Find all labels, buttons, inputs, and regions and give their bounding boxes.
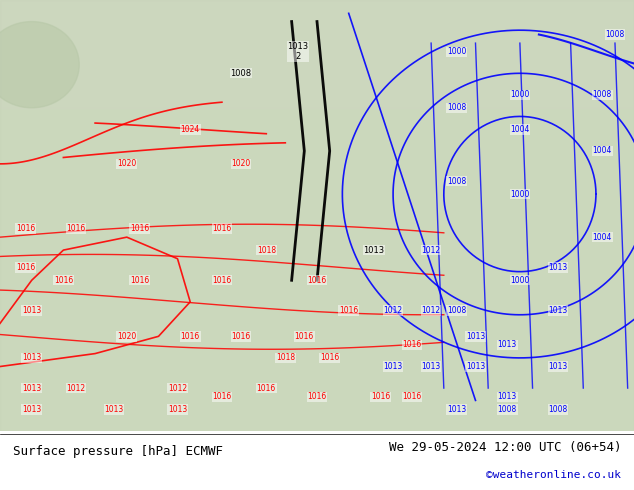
Text: 1016: 1016	[16, 224, 35, 233]
Text: 1004: 1004	[593, 147, 612, 155]
Text: 1013: 1013	[498, 392, 517, 401]
Text: 1013: 1013	[548, 306, 567, 315]
Text: 1004: 1004	[593, 233, 612, 242]
Text: We 29-05-2024 12:00 UTC (06+54): We 29-05-2024 12:00 UTC (06+54)	[389, 441, 621, 454]
Text: 1013: 1013	[466, 362, 485, 371]
Bar	[0, 0, 634, 108]
Text: 1008: 1008	[498, 405, 517, 414]
Text: 1012: 1012	[422, 245, 441, 255]
Text: 1016: 1016	[371, 392, 390, 401]
Text: 1020: 1020	[117, 332, 136, 341]
Text: 1013: 1013	[548, 362, 567, 371]
Text: 1016: 1016	[231, 332, 250, 341]
Text: 1013: 1013	[22, 405, 41, 414]
Text: 1008: 1008	[447, 103, 466, 112]
Text: 1013
2: 1013 2	[287, 42, 309, 61]
Text: 1016: 1016	[212, 276, 231, 285]
Text: 1008: 1008	[230, 69, 252, 78]
Text: 1008: 1008	[548, 405, 567, 414]
Text: 1000: 1000	[510, 190, 529, 198]
Text: 1020: 1020	[231, 159, 250, 169]
Text: 1016: 1016	[54, 276, 73, 285]
Text: 1016: 1016	[307, 392, 327, 401]
Text: 1018: 1018	[276, 353, 295, 363]
Text: 1012: 1012	[67, 384, 86, 392]
Text: 1016: 1016	[339, 306, 358, 315]
Text: 1004: 1004	[510, 125, 529, 134]
Text: 1016: 1016	[16, 263, 35, 272]
Text: 1013: 1013	[498, 341, 517, 349]
Text: 1016: 1016	[257, 384, 276, 392]
Text: ©weatheronline.co.uk: ©weatheronline.co.uk	[486, 470, 621, 480]
Text: 1000: 1000	[510, 90, 529, 99]
Text: 1013: 1013	[548, 263, 567, 272]
Text: 1016: 1016	[403, 341, 422, 349]
Text: 1016: 1016	[212, 392, 231, 401]
Ellipse shape	[0, 22, 79, 108]
Text: 1018: 1018	[257, 245, 276, 255]
Text: 1000: 1000	[510, 276, 529, 285]
Text: 1016: 1016	[307, 276, 327, 285]
Text: 1016: 1016	[295, 332, 314, 341]
Text: 1013: 1013	[105, 405, 124, 414]
Text: 1020: 1020	[117, 159, 136, 169]
Text: 1016: 1016	[212, 224, 231, 233]
Text: 1013: 1013	[363, 245, 385, 255]
Text: 1013: 1013	[466, 332, 485, 341]
Text: 1000: 1000	[447, 47, 466, 56]
Text: 1008: 1008	[447, 176, 466, 186]
Text: 1013: 1013	[22, 306, 41, 315]
Text: 1016: 1016	[130, 224, 149, 233]
Text: 1016: 1016	[67, 224, 86, 233]
Text: 1013: 1013	[447, 405, 466, 414]
Text: 1016: 1016	[403, 392, 422, 401]
Text: 1013: 1013	[384, 362, 403, 371]
Text: 1013: 1013	[22, 353, 41, 363]
Text: Surface pressure [hPa] ECMWF: Surface pressure [hPa] ECMWF	[13, 445, 223, 458]
Text: 1016: 1016	[320, 353, 339, 363]
Text: 1008: 1008	[593, 90, 612, 99]
Text: 1013: 1013	[22, 384, 41, 392]
Text: 1008: 1008	[447, 306, 466, 315]
Text: 1013: 1013	[422, 362, 441, 371]
Text: 1013: 1013	[168, 405, 187, 414]
Text: 1024: 1024	[181, 125, 200, 134]
Text: 1012: 1012	[384, 306, 403, 315]
Text: 1016: 1016	[130, 276, 149, 285]
Text: 1012: 1012	[168, 384, 187, 392]
Text: 1008: 1008	[605, 30, 624, 39]
Text: 1012: 1012	[422, 306, 441, 315]
Text: 1016: 1016	[181, 332, 200, 341]
